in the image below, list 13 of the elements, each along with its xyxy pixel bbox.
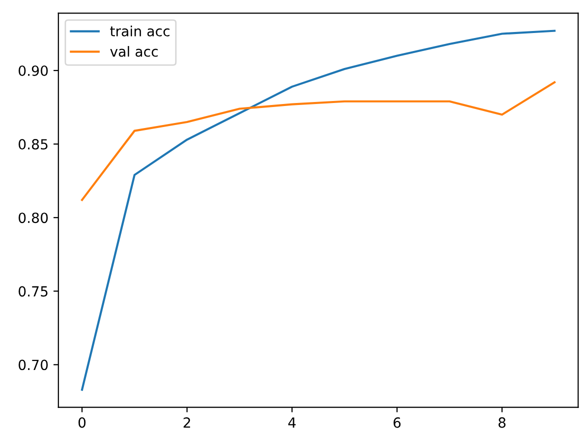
- legend-label: train acc: [110, 26, 170, 36]
- y-tick-label: 0.80: [18, 212, 48, 224]
- line-series: [80, 81, 556, 201]
- y-tick-label: 0.75: [18, 286, 48, 297]
- x-tick-label: 2: [184, 417, 190, 428]
- y-tick-label: 0.70: [18, 360, 48, 370]
- x-tick-label: 6: [394, 417, 401, 428]
- y-tick-label: 0.90: [18, 65, 48, 76]
- y-tick-label: 0.85: [18, 139, 48, 150]
- x-tick-label: 4: [288, 417, 296, 428]
- x-tick-label: 8: [498, 417, 506, 428]
- legend-label: val acc: [110, 46, 158, 57]
- x-tick-label: 0: [78, 417, 86, 428]
